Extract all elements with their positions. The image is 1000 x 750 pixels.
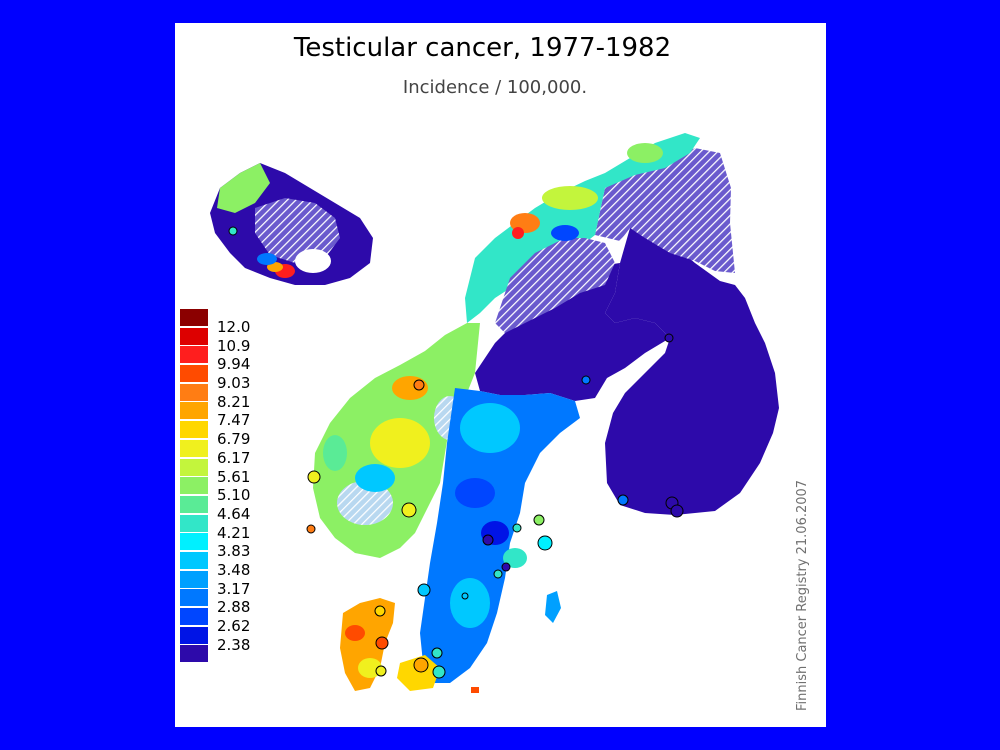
city-marker [670, 504, 684, 518]
legend-swatch [180, 383, 208, 401]
city-marker [533, 514, 545, 526]
city-marker [228, 226, 238, 236]
sweden-dark-patch [455, 478, 495, 508]
legend-swatch [180, 608, 208, 625]
iceland-orange-patch [267, 262, 283, 272]
denmark-region [340, 598, 395, 691]
legend-label: 12.0 [217, 318, 251, 336]
legend-swatch [180, 402, 208, 420]
north-norway-green [627, 143, 663, 163]
legend-label: 2.62 [217, 617, 251, 635]
legend-label: 9.94 [217, 355, 251, 374]
legend-label: 9.03 [217, 374, 251, 393]
city-marker [664, 333, 674, 343]
legend-label: 3.83 [217, 542, 251, 561]
city-marker [374, 605, 386, 617]
legend-label: 2.38 [217, 635, 251, 654]
city-marker [581, 375, 591, 385]
legend-label: 6.79 [217, 430, 251, 449]
north-norway-red [512, 227, 524, 239]
city-marker [413, 379, 425, 391]
norway-blue-patch [355, 464, 395, 492]
city-marker [482, 534, 494, 546]
legend-label: 7.47 [217, 411, 251, 430]
map-title: Testicular cancer, 1977-1982 [293, 33, 672, 63]
city-marker [431, 647, 443, 659]
north-norway-yellow [542, 186, 598, 210]
legend-label: 3.48 [217, 560, 251, 579]
credit-text: Finnish Cancer Registry 21.06.2007 [795, 479, 810, 711]
sweden-cyan-patch [460, 403, 520, 453]
legend-label: 5.61 [217, 467, 251, 486]
legend-label: 5.10 [217, 486, 251, 505]
city-marker [307, 470, 321, 484]
lapland-hatched-region [595, 148, 735, 273]
legend-swatch [180, 570, 208, 588]
norway-yellow-patch [370, 418, 430, 468]
legend-swatch [180, 589, 208, 607]
city-marker [375, 636, 389, 650]
legend-swatch [180, 309, 208, 326]
northern-sweden-region [475, 263, 670, 401]
map-subtitle: Incidence / 100,000. [402, 77, 588, 98]
norway-north-hatched [495, 238, 615, 333]
gotland-island [545, 591, 561, 623]
city-marker [501, 562, 511, 572]
map-panel: Testicular cancer, 1977-1982 Incidence /… [175, 23, 826, 727]
iceland-green-northwest [217, 163, 270, 213]
city-marker [461, 592, 469, 600]
norway-green-patch [323, 435, 347, 471]
legend-swatch [180, 365, 208, 383]
legend-label: 2.88 [217, 598, 251, 617]
legend-swatch [180, 551, 208, 569]
legend-swatch [180, 439, 208, 457]
sweden-teal-patch [503, 548, 527, 568]
legend-swatch [180, 458, 208, 476]
norway-hatch-patch [337, 481, 393, 525]
legend-swatch [180, 514, 208, 532]
city-marker [375, 665, 387, 677]
legend-label: 8.21 [217, 392, 251, 411]
iceland-blue-patch [257, 253, 277, 265]
iceland-hatched [255, 198, 340, 263]
city-marker [401, 502, 417, 518]
city-marker [306, 524, 316, 534]
choropleth-map [210, 133, 779, 693]
legend-swatch [180, 533, 208, 551]
city-marker [537, 535, 553, 551]
legend-label: 10.9 [217, 336, 251, 355]
legend-swatch [180, 327, 208, 345]
iceland-white-glacier [295, 249, 331, 273]
legend-label: 4.21 [217, 523, 251, 542]
legend-swatch [180, 477, 208, 495]
city-marker [417, 583, 431, 597]
city-marker [432, 665, 446, 679]
legend-label: 4.64 [217, 504, 251, 523]
legend-label: 3.17 [217, 579, 251, 598]
legend-swatch [180, 495, 208, 513]
legend-swatch [180, 626, 208, 644]
finland-region [605, 223, 779, 515]
legend-swatch [180, 346, 208, 364]
city-marker [493, 569, 503, 579]
sweden-cyan-patch-2 [450, 578, 490, 628]
north-norway-blue [551, 225, 579, 241]
city-marker [617, 494, 629, 506]
legend-swatch [180, 645, 208, 663]
legend-label: 6.17 [217, 448, 251, 467]
city-marker [413, 657, 429, 673]
legend-swatch [180, 421, 208, 439]
city-marker [512, 523, 522, 533]
bornholm-island [471, 687, 479, 693]
denmark-islands [397, 655, 440, 691]
denmark-red-patch [345, 625, 365, 641]
